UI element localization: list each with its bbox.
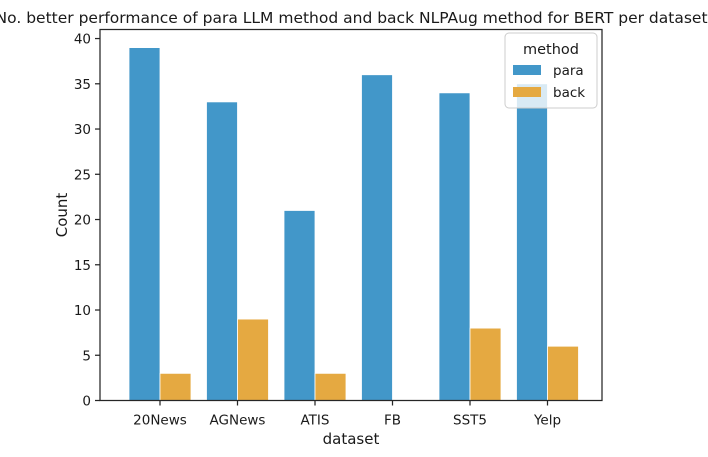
x-tick-label: FB — [384, 413, 401, 429]
x-tick-label: SST5 — [453, 413, 487, 429]
legend-title: method — [523, 42, 579, 58]
y-tick-label: 0 — [82, 394, 91, 410]
x-tick-label: ATIS — [301, 413, 330, 429]
x-tick-label: AGNews — [210, 413, 266, 429]
x-axis-label: dataset — [323, 430, 380, 448]
bars-group — [128, 47, 579, 401]
bar-back-yelp — [547, 345, 579, 401]
bar-para-agnews — [206, 101, 238, 401]
bar-para-yelp — [516, 83, 548, 401]
plot-frame — [99, 28, 603, 402]
legend-label-para: para — [553, 63, 584, 79]
bar-para-fb — [361, 74, 393, 401]
bar-para-atis — [283, 210, 316, 401]
bar-back-20news — [159, 372, 192, 401]
bar-para-sst5 — [438, 92, 471, 401]
x-axis: 20News AGNews ATIS FB SST5 Yelp — [133, 400, 561, 429]
y-axis-label: Count — [53, 193, 71, 238]
legend-swatch-back — [513, 87, 541, 97]
y-tick-label: 30 — [74, 122, 91, 138]
bar-back-atis — [314, 372, 347, 401]
y-tick-label: 15 — [74, 258, 91, 274]
x-tick-label: 20News — [133, 413, 187, 429]
y-axis: 0 5 10 15 20 25 30 35 40 — [74, 32, 100, 410]
bar-back-sst5 — [469, 327, 502, 401]
y-tick-label: 20 — [74, 213, 91, 229]
y-tick-label: 5 — [82, 348, 91, 364]
legend: method para back — [504, 32, 598, 109]
y-tick-label: 10 — [74, 303, 91, 319]
bar-para-20news — [128, 47, 161, 401]
legend-label-back: back — [553, 85, 585, 101]
chart-title: No. better performance of para LLM metho… — [0, 9, 708, 27]
y-tick-label: 40 — [74, 32, 91, 48]
y-tick-label: 25 — [74, 167, 91, 183]
bar-back-agnews — [237, 318, 269, 401]
x-tick-label: Yelp — [533, 413, 561, 429]
y-tick-label: 35 — [74, 77, 91, 93]
legend-swatch-para — [513, 65, 541, 75]
